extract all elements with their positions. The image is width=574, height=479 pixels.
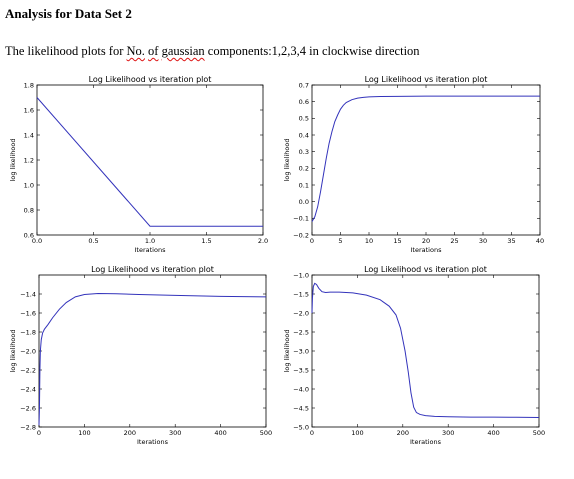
plot-bottom-left: 0 100 200 300 400 500 −2.8 −2.6 −2.4 −2.2 −2.0 −1.8…: [6, 263, 276, 449]
y-tick-label: −1.0: [293, 271, 309, 279]
x-tick-label: 25: [450, 237, 458, 245]
y-tick-label: 0.7: [299, 81, 309, 89]
chart-title: Log Likelihood vs iteration plot: [91, 265, 214, 274]
x-tick-label: 1.0: [145, 237, 155, 245]
chart-title: Log Likelihood vs iteration plot: [89, 75, 212, 84]
chart-title: Log Likelihood vs iteration plot: [364, 265, 487, 274]
intro-word-of: of: [148, 44, 158, 58]
y-axis-label: log likelihood: [9, 330, 17, 373]
y-tick-label: 0.8: [24, 206, 34, 214]
y-tick-label: −1.8: [20, 328, 36, 336]
x-tick-label: 100: [351, 429, 363, 437]
x-tick-label: 0.5: [88, 237, 98, 245]
y-tick-label: 0.6: [299, 98, 309, 106]
plot-top-left: 0.0 0.5 1.0 1.5 2.00.60.81.01.21.41.61.8Log …: [6, 72, 271, 257]
x-tick-label: 500: [533, 429, 545, 437]
x-tick-label: 1.5: [201, 237, 211, 245]
y-tick-label: 1.6: [24, 106, 34, 114]
y-tick-label: −2.8: [20, 423, 36, 431]
y-tick-label: −2.6: [20, 404, 36, 412]
plot-frame: [37, 85, 263, 235]
y-tick-label: −0.1: [293, 215, 309, 223]
page-heading: Analysis for Data Set 2: [5, 6, 132, 22]
x-tick-label: 500: [260, 429, 272, 437]
x-tick-label: 15: [393, 237, 401, 245]
y-tick-label: −1.5: [293, 290, 309, 298]
intro-word-no: No.: [127, 44, 145, 58]
x-tick-label: 30: [479, 237, 487, 245]
x-tick-label: 200: [397, 429, 409, 437]
x-tick-label: 20: [422, 237, 430, 245]
y-tick-label: −4.0: [293, 385, 309, 393]
y-tick-label: −2.0: [293, 309, 309, 317]
plot-top-right: 0 5 10 15 20 25 30 35 40 −0.2 −0.1 0.0 0.1 0.2 0.3 0.4 0…: [280, 72, 550, 257]
y-tick-label: −2.0: [20, 347, 36, 355]
x-tick-label: 300: [169, 429, 181, 437]
y-tick-label: −1.6: [20, 309, 36, 317]
y-tick-label: 1.8: [24, 81, 34, 89]
chart-title: Log Likelihood vs iteration plot: [365, 75, 488, 84]
x-tick-label: 400: [487, 429, 499, 437]
y-tick-label: −4.5: [293, 404, 309, 412]
y-tick-label: 0.6: [24, 231, 34, 239]
y-axis-label: log likelihood: [9, 139, 17, 182]
y-tick-label: −1.4: [20, 290, 36, 298]
plot-frame: [312, 275, 539, 427]
x-tick-label: 300: [442, 429, 454, 437]
x-axis-label: Iterations: [137, 438, 169, 446]
x-tick-label: 40: [536, 237, 544, 245]
x-axis-label: Iterations: [135, 246, 167, 254]
y-tick-label: −2.2: [20, 366, 36, 374]
x-axis-label: Iterations: [411, 246, 443, 254]
y-tick-label: 0.1: [299, 181, 309, 189]
y-tick-label: −3.0: [293, 347, 309, 355]
plot-frame: [312, 85, 540, 235]
y-tick-label: 0.0: [299, 198, 309, 206]
x-tick-label: 400: [214, 429, 226, 437]
y-tick-label: 1.2: [24, 156, 34, 164]
x-tick-label: 35: [507, 237, 515, 245]
y-tick-label: −2.4: [20, 385, 36, 393]
x-tick-label: 0: [310, 429, 314, 437]
x-tick-label: 200: [124, 429, 136, 437]
x-tick-label: 5: [338, 237, 342, 245]
y-tick-label: 0.3: [299, 148, 309, 156]
x-axis-label: Iterations: [410, 438, 442, 446]
y-tick-label: −5.0: [293, 423, 309, 431]
intro-text-start: The likelihood plots for: [5, 44, 127, 58]
y-tick-label: 1.0: [24, 181, 34, 189]
y-axis-label: log likelihood: [283, 139, 291, 182]
x-tick-label: 0: [310, 237, 314, 245]
intro-text-end: components:1,2,3,4 in clockwise directio…: [205, 44, 420, 58]
y-axis-label: log likelihood: [283, 330, 291, 373]
y-tick-label: −3.5: [293, 366, 309, 374]
y-tick-label: 1.4: [24, 131, 34, 139]
x-tick-label: 100: [78, 429, 90, 437]
y-tick-label: 0.2: [299, 165, 309, 173]
intro-paragraph: The likelihood plots for No. of gaussian…: [5, 44, 420, 59]
intro-word-gaussian: gaussian: [162, 44, 205, 58]
plot-bottom-right: 0 100 200 300 400 500 −5.0 −4.5 −4.0 −3.5 −3.0 −2.5…: [280, 263, 550, 449]
x-tick-label: 0: [37, 429, 41, 437]
y-tick-label: 0.4: [299, 131, 309, 139]
y-tick-label: −0.2: [293, 231, 309, 239]
y-tick-label: −2.5: [293, 328, 309, 336]
x-tick-label: 2.0: [258, 237, 268, 245]
x-tick-label: 10: [365, 237, 373, 245]
y-tick-label: 0.5: [299, 115, 309, 123]
